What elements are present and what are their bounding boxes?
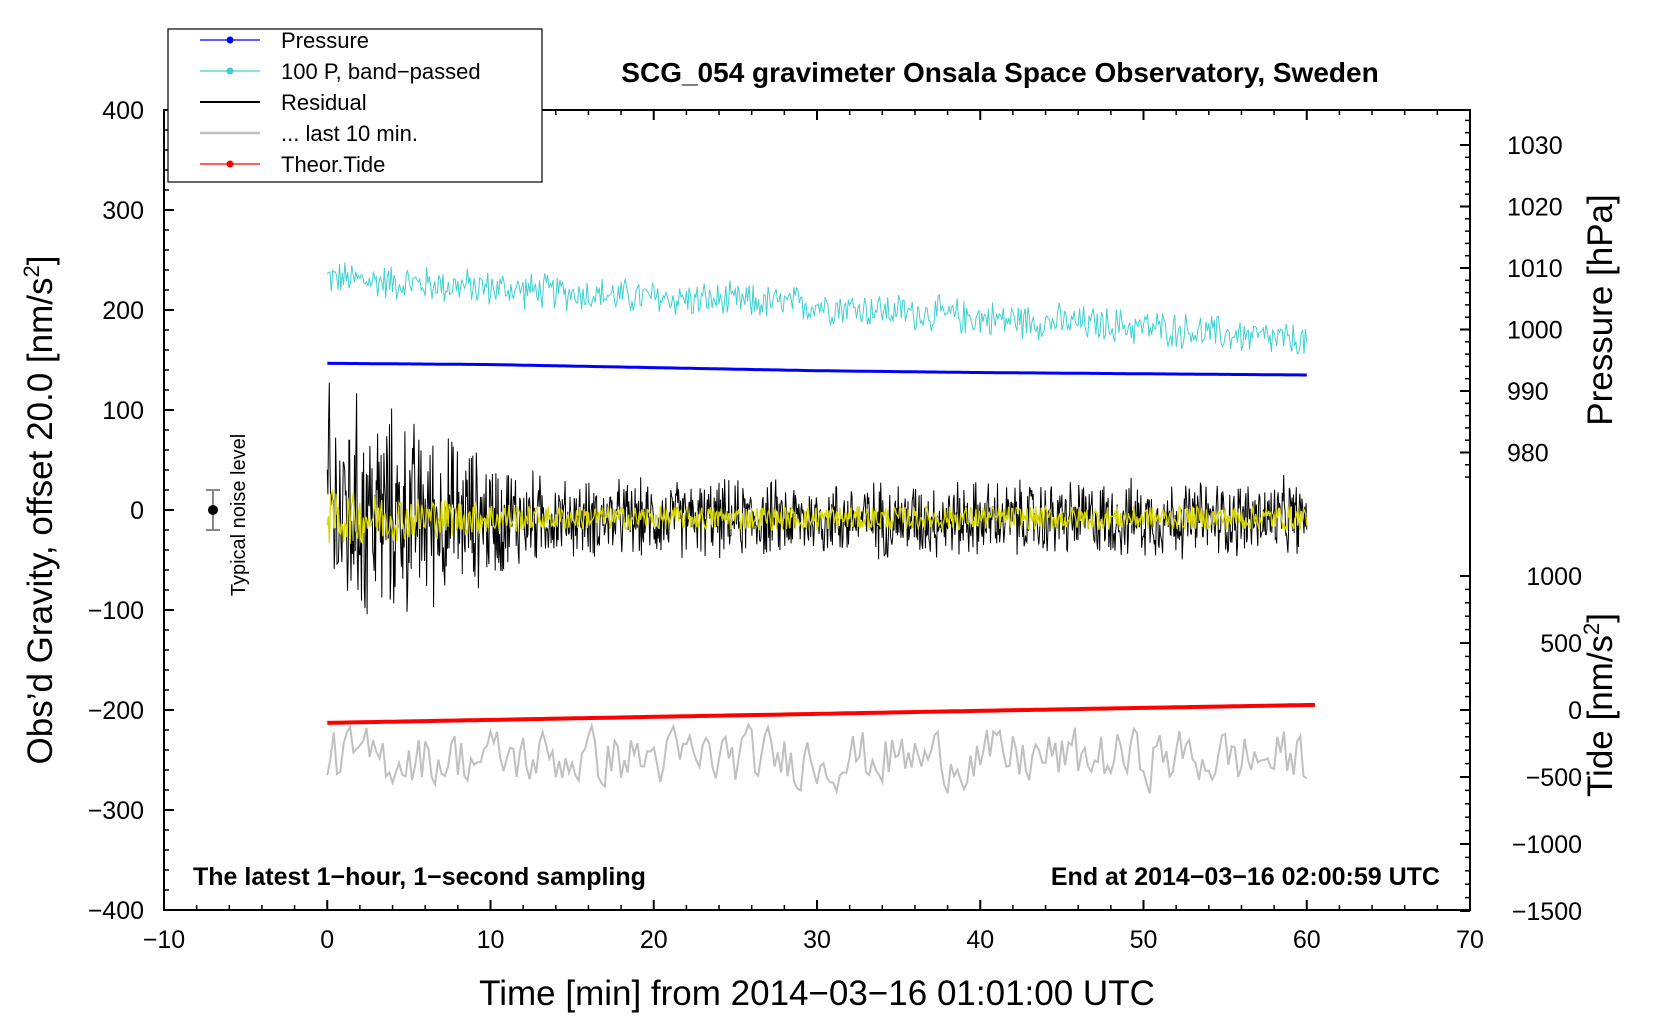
y-axis-left-title-text: Obs’d Gravity, offset 20.0 [nm/s bbox=[21, 278, 60, 765]
y-axis-left-title: Obs’d Gravity, offset 20.0 [nm/s2] bbox=[19, 256, 60, 765]
legend-marker-bandpassed bbox=[226, 67, 234, 75]
tide-tick-label-3: −500 bbox=[1526, 764, 1582, 792]
y-axis-tide-title: Tide [nm/s2] bbox=[1579, 613, 1620, 797]
legend-item-last10: ... last 10 min. bbox=[200, 121, 418, 146]
x-tick-label-2: 10 bbox=[477, 926, 505, 954]
legend-label-last10: ... last 10 min. bbox=[281, 121, 418, 146]
series-residual-line bbox=[326, 382, 1308, 615]
pressure-tick-label-1: 1020 bbox=[1507, 194, 1563, 222]
y-axis-left: 400 300 200 100 0 −100 −200 −300 −400 bbox=[88, 97, 174, 925]
y-axis-tide-title-close: ] bbox=[1581, 613, 1620, 623]
tide-tick-label-5: −1500 bbox=[1512, 898, 1582, 926]
pressure-tick-label-3: 1000 bbox=[1507, 317, 1563, 345]
legend-box bbox=[167, 28, 543, 183]
legend-label-tide: Theor.Tide bbox=[281, 152, 385, 177]
noise-label: Typical noise level bbox=[228, 434, 250, 596]
tide-tick-label-4: −1000 bbox=[1512, 831, 1582, 859]
y-tick-label-2: 200 bbox=[102, 297, 144, 325]
x-tick-label-8: 70 bbox=[1456, 926, 1484, 954]
pressure-tick-label-5: 980 bbox=[1507, 440, 1549, 468]
series-pressure-line bbox=[327, 361, 1307, 377]
y-tick-label-1: 300 bbox=[102, 197, 144, 225]
legend: Pressure 100 P, band−passed Residual ...… bbox=[167, 28, 543, 183]
x-tick-label-5: 40 bbox=[966, 926, 994, 954]
y-tick-label-5: −100 bbox=[88, 597, 144, 625]
x-tick-label-0: −10 bbox=[143, 926, 185, 954]
y-tick-label-3: 100 bbox=[102, 397, 144, 425]
series-smoothed-line bbox=[326, 488, 1308, 545]
tide-tick-label-1: 500 bbox=[1540, 630, 1582, 658]
x-tick-label-3: 20 bbox=[640, 926, 668, 954]
x-tick-label-7: 60 bbox=[1293, 926, 1321, 954]
y-axis-left-title-sup: 2 bbox=[19, 265, 44, 277]
y-axis-tide-title-sup: 2 bbox=[1579, 623, 1604, 635]
y-axis-pressure: 1030 1020 1010 1000 990 980 bbox=[1460, 119, 1563, 478]
x-tick-label-6: 50 bbox=[1130, 926, 1158, 954]
series-tide-line bbox=[327, 703, 1315, 725]
legend-item-pressure: Pressure bbox=[200, 28, 369, 53]
y-axis-tide: 1000 500 0 −500 −1000 −1500 bbox=[1460, 563, 1582, 926]
series-bandpassed-line bbox=[326, 262, 1308, 355]
pressure-tick-label-4: 990 bbox=[1507, 378, 1549, 406]
tide-tick-label-2: 0 bbox=[1568, 697, 1582, 725]
pressure-tick-label-0: 1030 bbox=[1507, 132, 1563, 160]
pressure-tick-label-2: 1010 bbox=[1507, 255, 1563, 283]
legend-label-pressure: Pressure bbox=[281, 28, 369, 53]
x-tick-label-4: 30 bbox=[803, 926, 831, 954]
series-last10-line bbox=[326, 722, 1308, 796]
series-layer bbox=[326, 262, 1315, 796]
y-axis-pressure-title: Pressure [hPa] bbox=[1581, 194, 1620, 426]
legend-marker-tide bbox=[226, 160, 234, 168]
annotation-right: End at 2014−03−16 02:00:59 UTC bbox=[1051, 863, 1440, 891]
legend-marker-pressure bbox=[226, 36, 234, 44]
y-tick-label-7: −300 bbox=[88, 797, 144, 825]
noise-dot bbox=[207, 505, 218, 515]
x-axis-title: Time [min] from 2014−03−16 01:01:00 UTC bbox=[479, 974, 1155, 1013]
chart-title: SCG_054 gravimeter Onsala Space Observat… bbox=[621, 57, 1378, 88]
legend-label-residual: Residual bbox=[281, 90, 367, 115]
y-tick-label-4: 0 bbox=[130, 497, 144, 525]
legend-label-bandpassed: 100 P, band−passed bbox=[281, 59, 481, 84]
annotation-left: The latest 1−hour, 1−second sampling bbox=[193, 863, 646, 891]
y-axis-tide-title-text: Tide [nm/s bbox=[1581, 635, 1620, 797]
y-tick-label-8: −400 bbox=[88, 897, 144, 925]
legend-item-bandpassed: 100 P, band−passed bbox=[200, 59, 481, 84]
legend-item-residual: Residual bbox=[200, 90, 367, 115]
y-tick-label-0: 400 bbox=[102, 97, 144, 125]
legend-item-tide: Theor.Tide bbox=[200, 152, 385, 177]
noise-marker: Typical noise level bbox=[205, 434, 250, 596]
x-tick-label-1: 0 bbox=[320, 926, 334, 954]
y-axis-left-title-close: ] bbox=[21, 256, 60, 266]
x-axis: −10 0 10 20 30 40 50 60 70 bbox=[143, 110, 1484, 954]
y-tick-label-6: −200 bbox=[88, 697, 144, 725]
tide-tick-label-0: 1000 bbox=[1526, 563, 1582, 591]
